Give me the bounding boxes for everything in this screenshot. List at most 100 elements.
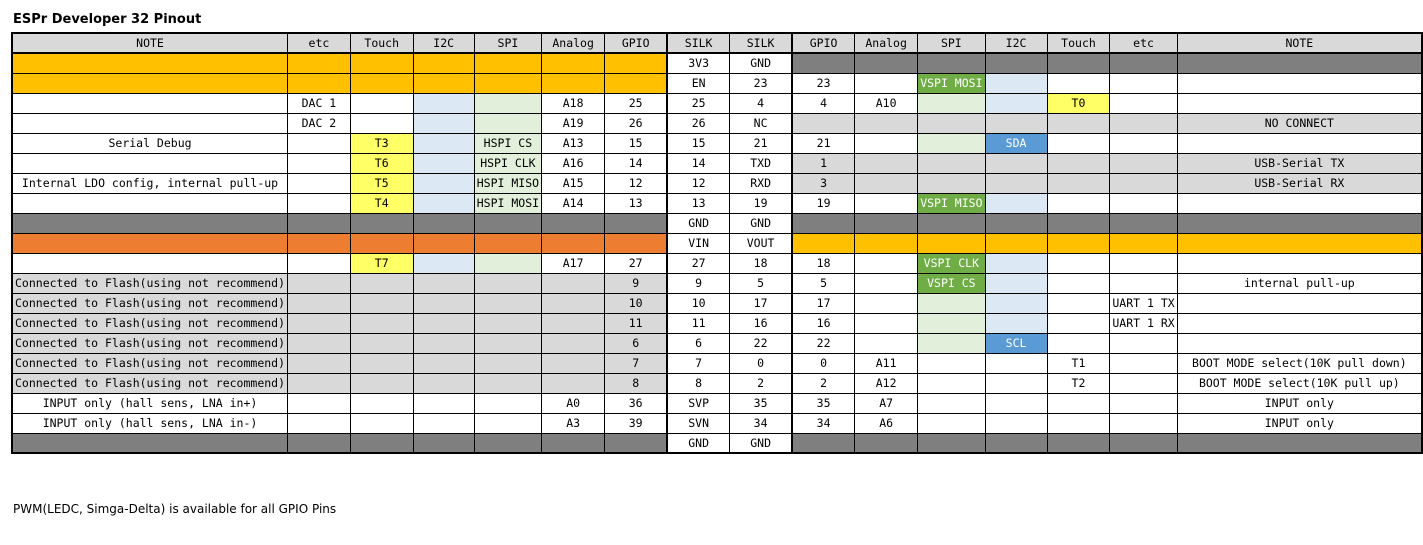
header-left-note: NOTE	[11, 32, 289, 54]
cell-left-etc	[287, 312, 351, 334]
cell-left-note: Connected to Flash(using not recommend)	[11, 372, 289, 394]
cell-left-etc	[287, 272, 351, 294]
cell-right-gpio: 23	[791, 72, 856, 94]
cell-right-gpio	[791, 432, 856, 454]
cell-right-i2c	[984, 392, 1048, 414]
header-right-silk: SILK	[729, 32, 794, 54]
cell-left-i2c	[412, 52, 475, 74]
cell-right-silk: GND	[729, 52, 794, 74]
cell-right-silk: 19	[729, 192, 794, 214]
cell-right-analog: A10	[854, 92, 919, 114]
cell-left-i2c	[412, 352, 475, 374]
cell-right-analog	[854, 272, 919, 294]
cell-left-analog: A14	[541, 192, 606, 214]
cell-right-i2c: SDA	[984, 132, 1048, 154]
cell-right-silk: 4	[729, 92, 794, 114]
cell-right-silk: VOUT	[729, 232, 794, 254]
header-right-i2c: I2C	[984, 32, 1048, 54]
cell-right-i2c	[984, 352, 1048, 374]
header-left-gpio: GPIO	[604, 32, 668, 54]
cell-right-spi	[917, 92, 986, 114]
header-right-etc: etc	[1109, 32, 1178, 54]
cell-left-i2c	[412, 92, 475, 114]
cell-left-analog	[541, 232, 606, 254]
cell-right-silk: 23	[729, 72, 794, 94]
cell-left-note	[11, 232, 289, 254]
cell-right-analog	[854, 232, 919, 254]
cell-left-etc	[287, 392, 351, 414]
cell-right-silk: 21	[729, 132, 794, 154]
cell-right-note: BOOT MODE select(10K pull up)	[1176, 372, 1423, 394]
cell-left-silk: SVP	[666, 392, 731, 414]
cell-right-gpio: 16	[791, 312, 856, 334]
table-row: T6 HSPI CLK A16 14 14 TXD 1 USB-Serial TX	[11, 152, 1423, 174]
header-left-spi: SPI	[473, 32, 543, 54]
cell-left-analog	[541, 352, 606, 374]
cell-left-gpio: 8	[604, 372, 668, 394]
cell-left-silk: 9	[666, 272, 731, 294]
cell-left-gpio: 27	[604, 252, 668, 274]
cell-right-note: INPUT only	[1176, 392, 1423, 414]
cell-left-spi	[473, 252, 543, 274]
header-row: NOTE etc Touch I2C SPI Analog GPIO SILK SILK GPIO…	[11, 32, 1423, 54]
cell-right-spi	[917, 312, 986, 334]
cell-left-etc	[287, 192, 351, 214]
cell-right-etc	[1109, 252, 1178, 274]
cell-right-i2c	[984, 212, 1048, 234]
cell-left-spi	[473, 92, 543, 114]
cell-right-silk: 0	[729, 352, 794, 374]
cell-left-note: INPUT only (hall sens, LNA in-)	[11, 412, 289, 434]
cell-left-spi: HSPI MISO	[473, 172, 543, 194]
page-title: ESPr Developer 32 Pinout	[13, 12, 202, 27]
cell-right-touch	[1046, 412, 1111, 434]
cell-left-analog	[541, 312, 606, 334]
cell-right-touch: T2	[1046, 372, 1111, 394]
table-row: Serial Debug T3 HSPI CS A13 15 15 21 21 SDA	[11, 132, 1423, 154]
cell-left-spi	[473, 212, 543, 234]
cell-left-analog: A17	[541, 252, 606, 274]
cell-right-touch	[1046, 312, 1111, 334]
cell-right-etc	[1109, 272, 1178, 294]
cell-right-gpio: 0	[791, 352, 856, 374]
cell-left-silk: 7	[666, 352, 731, 374]
cell-left-gpio: 12	[604, 172, 668, 194]
cell-left-etc: DAC 2	[287, 112, 351, 134]
cell-left-silk: 14	[666, 152, 731, 174]
cell-left-analog	[541, 432, 606, 454]
cell-left-silk: 6	[666, 332, 731, 354]
cell-right-i2c	[984, 152, 1048, 174]
cell-right-analog	[854, 192, 919, 214]
cell-right-note	[1176, 252, 1423, 274]
cell-right-spi	[917, 132, 986, 154]
cell-left-gpio: 13	[604, 192, 668, 214]
cell-right-i2c	[984, 312, 1048, 334]
cell-right-i2c	[984, 192, 1048, 214]
cell-right-analog: A6	[854, 412, 919, 434]
cell-left-gpio: 15	[604, 132, 668, 154]
cell-left-spi: HSPI CS	[473, 132, 543, 154]
cell-left-touch: T4	[349, 192, 414, 214]
cell-right-note	[1176, 292, 1423, 314]
cell-left-etc	[287, 432, 351, 454]
cell-right-silk: 5	[729, 272, 794, 294]
cell-left-i2c	[412, 192, 475, 214]
cell-left-etc	[287, 372, 351, 394]
cell-left-touch	[349, 272, 414, 294]
cell-left-gpio: 26	[604, 112, 668, 134]
cell-right-gpio: 35	[791, 392, 856, 414]
cell-right-i2c	[984, 412, 1048, 434]
cell-right-silk: 18	[729, 252, 794, 274]
cell-left-analog	[541, 52, 606, 74]
table-row: Connected to Flash(using not recommend) 7…	[11, 352, 1423, 374]
cell-right-spi: VSPI CLK	[917, 252, 986, 274]
table-row: INPUT only (hall sens, LNA in-) A3 39 SVN 34…	[11, 412, 1423, 434]
cell-right-silk: 34	[729, 412, 794, 434]
cell-left-silk: 8	[666, 372, 731, 394]
cell-right-touch	[1046, 192, 1111, 214]
cell-right-gpio: 18	[791, 252, 856, 274]
cell-left-gpio: 25	[604, 92, 668, 114]
cell-right-silk: TXD	[729, 152, 794, 174]
cell-left-gpio: 36	[604, 392, 668, 414]
cell-right-touch	[1046, 52, 1111, 74]
cell-left-etc	[287, 132, 351, 154]
